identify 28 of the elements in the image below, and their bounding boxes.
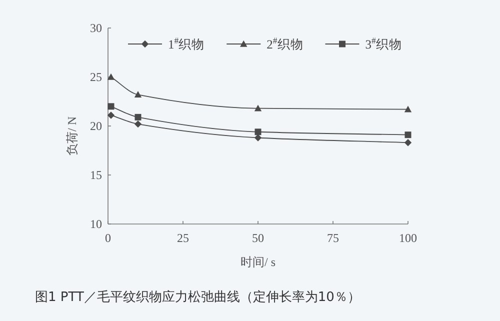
point	[404, 139, 412, 146]
point	[107, 112, 115, 119]
point	[134, 114, 142, 120]
y-axis-title: 负荷/ N	[65, 116, 79, 156]
x-tick-label: 50	[252, 231, 264, 245]
y-tick-label: 20	[90, 119, 102, 133]
legend-label: 3$^{#}$织物	[365, 36, 402, 52]
x-tick-label: 75	[327, 231, 339, 245]
x-axis-title: 时间/ s	[240, 255, 276, 269]
x-tick-label: 0	[105, 231, 111, 245]
x-tick-label: 25	[177, 231, 189, 245]
point	[254, 134, 262, 142]
point	[134, 91, 142, 98]
point	[404, 106, 412, 112]
point	[108, 103, 114, 110]
point	[254, 104, 262, 112]
y-tick-label: 10	[90, 217, 102, 231]
legend-label: 1$^{#}$织物	[168, 36, 205, 52]
point	[107, 73, 115, 80]
point	[254, 128, 262, 136]
caption: 图1 PTT／毛平纹织物应力松弛曲线（定伸长率为10％）	[35, 289, 360, 305]
y-tick-label: 30	[90, 21, 102, 35]
point	[404, 132, 412, 138]
point	[134, 120, 142, 128]
x-tick-label: 100	[399, 231, 417, 245]
y-tick-label: 25	[90, 70, 102, 84]
y-tick-label: 15	[90, 168, 102, 182]
legend-label: 2$^{#}$织物	[266, 36, 304, 52]
